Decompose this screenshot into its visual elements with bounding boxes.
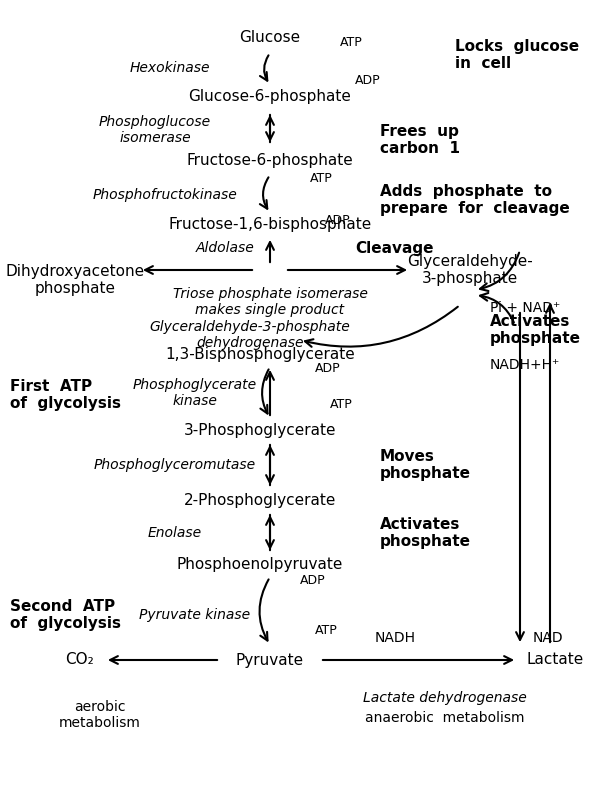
- Text: Pyruvate kinase: Pyruvate kinase: [139, 608, 251, 622]
- Text: Triose phosphate isomerase
makes single product: Triose phosphate isomerase makes single …: [173, 287, 367, 317]
- Text: anaerobic  metabolism: anaerobic metabolism: [365, 711, 525, 725]
- Text: Pyruvate: Pyruvate: [236, 653, 304, 667]
- Text: Glucose: Glucose: [239, 30, 301, 46]
- Text: ATP: ATP: [315, 623, 338, 637]
- Text: Cleavage: Cleavage: [355, 241, 433, 256]
- Text: Glucose-6-phosphate: Glucose-6-phosphate: [188, 90, 352, 104]
- Text: Phosphoenolpyruvate: Phosphoenolpyruvate: [177, 557, 343, 573]
- Text: ADP: ADP: [315, 362, 341, 375]
- Text: Glyceraldehyde-3-phosphate
dehydrogenase: Glyceraldehyde-3-phosphate dehydrogenase: [149, 320, 350, 350]
- Text: Frees  up
carbon  1: Frees up carbon 1: [380, 124, 460, 156]
- Text: Aldolase: Aldolase: [196, 241, 254, 255]
- Text: ADP: ADP: [300, 573, 326, 586]
- Text: Phosphoglucose
isomerase: Phosphoglucose isomerase: [99, 115, 211, 145]
- Text: 3-Phosphoglycerate: 3-Phosphoglycerate: [184, 423, 336, 438]
- Text: CO₂: CO₂: [65, 653, 94, 667]
- Text: Pi + NAD⁺: Pi + NAD⁺: [490, 301, 560, 315]
- Text: NADH+H⁺: NADH+H⁺: [490, 358, 560, 372]
- Text: aerobic
metabolism: aerobic metabolism: [59, 700, 141, 730]
- Text: ATP: ATP: [340, 35, 363, 48]
- Text: NADH: NADH: [374, 631, 415, 645]
- Text: Enolase: Enolase: [148, 526, 202, 540]
- Text: Fructose-6-phosphate: Fructose-6-phosphate: [187, 152, 353, 168]
- Text: Phosphoglyceromutase: Phosphoglyceromutase: [94, 458, 256, 472]
- Text: Dihydroxyacetone
phosphate: Dihydroxyacetone phosphate: [5, 264, 145, 296]
- Text: ATP: ATP: [310, 172, 333, 184]
- Text: First  ATP
of  glycolysis: First ATP of glycolysis: [10, 379, 121, 411]
- Text: 1,3-Bisphosphoglycerate: 1,3-Bisphosphoglycerate: [165, 347, 355, 363]
- Text: Moves
phosphate: Moves phosphate: [380, 449, 471, 481]
- Text: Hexokinase: Hexokinase: [130, 61, 210, 75]
- Text: Activates
phosphate: Activates phosphate: [380, 516, 471, 549]
- Text: Second  ATP
of  glycolysis: Second ATP of glycolysis: [10, 599, 121, 631]
- Text: Lactate: Lactate: [526, 653, 584, 667]
- Text: NAD: NAD: [533, 631, 563, 645]
- Text: Fructose-1,6-bisphosphate: Fructose-1,6-bisphosphate: [169, 217, 371, 233]
- Text: Lactate dehydrogenase: Lactate dehydrogenase: [363, 691, 527, 705]
- Text: 2-Phosphoglycerate: 2-Phosphoglycerate: [184, 492, 336, 508]
- Text: ADP: ADP: [355, 74, 380, 87]
- Text: Adds  phosphate  to
prepare  for  cleavage: Adds phosphate to prepare for cleavage: [380, 184, 570, 217]
- Text: Phosphoglycerate
kinase: Phosphoglycerate kinase: [133, 378, 257, 408]
- Text: ATP: ATP: [330, 399, 353, 411]
- Text: Activates
phosphate: Activates phosphate: [490, 314, 581, 346]
- Text: Phosphofructokinase: Phosphofructokinase: [92, 188, 238, 202]
- Text: ADP: ADP: [325, 213, 350, 226]
- Text: Glyceraldehyde-
3-phosphate: Glyceraldehyde- 3-phosphate: [407, 253, 533, 286]
- Text: Locks  glucose
in  cell: Locks glucose in cell: [455, 38, 579, 71]
